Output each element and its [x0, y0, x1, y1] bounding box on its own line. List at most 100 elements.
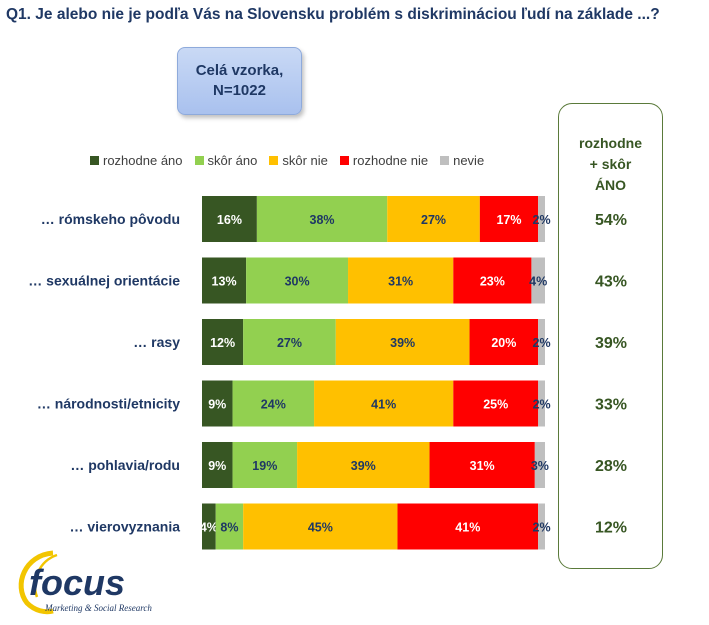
- bar-segment: [538, 196, 545, 242]
- bar-value-label: 4%: [529, 275, 547, 289]
- bar-segment: [453, 380, 539, 427]
- bar-value-label: 24%: [261, 398, 286, 412]
- category-label: … pohlavia/rodu: [70, 457, 180, 473]
- summary-header-line1: rozhodne: [579, 135, 642, 151]
- category-label: … vierovyznania: [70, 519, 181, 535]
- bar-segment: [202, 257, 247, 304]
- summary-header: rozhodne + skôr ÁNO: [558, 133, 663, 196]
- bar-segment: [243, 319, 336, 365]
- bar-value-label: 31%: [470, 459, 495, 473]
- category-label: … rómskeho pôvodu: [41, 211, 180, 227]
- bar-value-label: 13%: [212, 275, 237, 289]
- sample-size-box: Celá vzorka, N=1022: [177, 47, 302, 115]
- summary-value: 28%: [595, 458, 627, 475]
- summary-panel: [558, 103, 663, 569]
- bar-value-label: 23%: [480, 275, 505, 289]
- bar-value-label: 39%: [390, 336, 415, 350]
- bar-value-label: 27%: [277, 336, 302, 350]
- category-label: … rasy: [133, 334, 180, 350]
- legend-item: rozhodne nie: [339, 152, 429, 168]
- legend-item: skôr nie: [269, 153, 328, 168]
- bar-segment: [348, 257, 454, 304]
- legend-label: skôr áno: [207, 152, 258, 168]
- bar-value-label: 41%: [455, 521, 480, 535]
- bar-value-label: 17%: [496, 213, 521, 227]
- bar-segment: [397, 503, 539, 550]
- summary-header-line2: + skôr: [589, 156, 632, 172]
- category-label: … národnosti/etnicity: [37, 396, 180, 412]
- bar-value-label: 3%: [531, 459, 549, 473]
- legend-item: nevie: [440, 153, 484, 168]
- sample-label: Celá vzorka,: [195, 62, 284, 79]
- bar-segment: [531, 257, 545, 304]
- legend-swatch: [339, 155, 349, 165]
- legend-item: rozhodne áno: [90, 153, 183, 168]
- legend-item: skôr áno: [194, 152, 258, 168]
- bar-segment: [538, 503, 545, 550]
- bar-value-label: 38%: [310, 213, 335, 227]
- legend-label: skôr nie: [282, 152, 328, 168]
- bar-segment: [232, 442, 298, 488]
- bar-segment: [538, 319, 545, 365]
- legend-label: nevie: [453, 152, 485, 168]
- bar-segment: [243, 503, 398, 550]
- bar-value-label: 2%: [533, 398, 551, 412]
- bar-value-label: 12%: [210, 336, 235, 350]
- bar-segment: [453, 257, 532, 304]
- bar-value-label: 39%: [351, 459, 376, 473]
- focus-logo: focus Marketing & Social Research: [18, 550, 152, 615]
- bar-value-label: 41%: [371, 398, 396, 412]
- bar-value-label: 9%: [208, 398, 226, 412]
- bar-segment: [469, 319, 539, 365]
- question-title: Q1. Je alebo nie je podľa Vás na Slovens…: [6, 6, 660, 23]
- bar-segment: [215, 503, 244, 550]
- summary-header-line3: ÁNO: [594, 177, 627, 193]
- legend-swatch: [269, 155, 279, 165]
- bar-value-label: 2%: [533, 213, 551, 227]
- bar-segment: [387, 196, 480, 242]
- bar-value-label: 19%: [252, 459, 277, 473]
- bar-value-label: 30%: [285, 275, 310, 289]
- bar-value-label: 16%: [217, 213, 242, 227]
- bar-segment: [202, 380, 233, 427]
- bar-value-label: 4%: [200, 521, 218, 535]
- bar-segment: [202, 503, 216, 550]
- logo-brand-text: focus: [29, 562, 125, 603]
- bar-value-label: 27%: [421, 213, 446, 227]
- legend-label: rozhodne nie: [352, 152, 429, 168]
- category-label: … sexuálnej orientácie: [28, 273, 180, 289]
- chart-legend: rozhodne áno skôr áno skôr nie rozhodne nie…: [90, 152, 496, 168]
- bar-segment: [246, 257, 349, 304]
- bar-segment: [538, 380, 545, 427]
- logo-tagline: Marketing & Social Research: [44, 603, 152, 613]
- bar-segment: [314, 380, 454, 427]
- summary-value: 12%: [595, 520, 627, 537]
- bar-segment: [429, 442, 535, 488]
- bar-value-label: 45%: [308, 521, 333, 535]
- sample-count: N=1022: [213, 82, 266, 99]
- bar-segment: [202, 196, 257, 242]
- bar-segment: [232, 380, 315, 427]
- legend-swatch: [440, 155, 450, 165]
- summary-value: 33%: [595, 397, 627, 414]
- legend-swatch: [194, 155, 204, 165]
- bar-value-label: 2%: [533, 521, 551, 535]
- bar-value-label: 25%: [483, 398, 508, 412]
- bar-segment: [479, 196, 539, 242]
- bar-segment: [534, 442, 545, 488]
- bar-value-label: 20%: [491, 336, 516, 350]
- legend-label: rozhodne áno: [103, 152, 183, 168]
- summary-value: 43%: [595, 274, 627, 291]
- legend-swatch: [90, 155, 99, 165]
- bar-segment: [202, 319, 244, 365]
- bar-value-label: 2%: [533, 336, 551, 350]
- bar-segment: [335, 319, 470, 365]
- bar-segment: [256, 196, 388, 242]
- bar-segment: [297, 442, 430, 488]
- bar-value-label: 8%: [220, 521, 238, 535]
- bar-value-label: 9%: [208, 459, 226, 473]
- bar-value-label: 31%: [388, 275, 413, 289]
- summary-value: 54%: [595, 212, 627, 229]
- bar-segment: [202, 442, 233, 488]
